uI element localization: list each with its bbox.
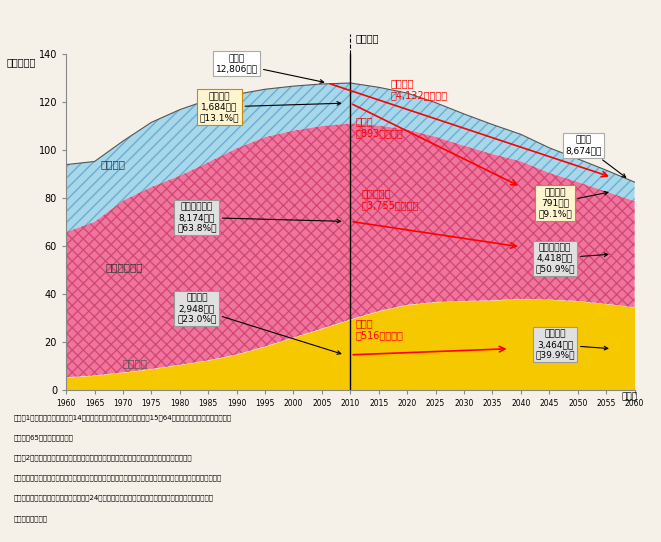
Text: 若年人口
1,684万人
（13.1%）: 若年人口 1,684万人 （13.1%）: [200, 92, 340, 122]
Text: （百万人）: （百万人）: [7, 57, 36, 67]
Text: 2　（　）内は若年人口、生産年齢人口、高齢人口がそれぞれ総人口のうち占める割合: 2 （ ）内は若年人口、生産年齢人口、高齢人口がそれぞれ総人口のうち占める割合: [13, 455, 192, 461]
Text: 総人口
8,674万人: 総人口 8,674万人: [565, 136, 626, 177]
Text: 資料）総務省「国勢調査（年齢不詳をあん分して含めた人口）」、同「人口推計」、国立社会保障・人口問題: 資料）総務省「国勢調査（年齢不詳をあん分して含めた人口）」、同「人口推計」、国立…: [13, 475, 221, 481]
Text: 若年人口: 若年人口: [100, 159, 125, 169]
Text: 高齢人口: 高齢人口: [123, 358, 148, 368]
Text: 65歳以上の者の人口: 65歳以上の者の人口: [13, 435, 73, 441]
Text: （推計）: （推計）: [356, 34, 379, 43]
Text: 生産年齢人口: 生産年齢人口: [106, 262, 143, 272]
Text: 生産年齢人口
8,174万人
（63.8%）: 生産年齢人口 8,174万人 （63.8%）: [177, 203, 340, 233]
Text: 若年は
約893万人減少: 若年は 約893万人減少: [356, 117, 404, 138]
Text: 研究所「日本の将来推計人口（平成24年１月推計）」における出生中位（死亡中位）推計より　国: 研究所「日本の将来推計人口（平成24年１月推計）」における出生中位（死亡中位）推…: [13, 495, 214, 501]
Text: 若年人口
791万人
（9.1%）: 若年人口 791万人 （9.1%）: [538, 188, 608, 218]
Text: 総人口
12,806万人: 総人口 12,806万人: [215, 54, 324, 83]
Text: 高齢人口
3,464万人
（39.9%）: 高齢人口 3,464万人 （39.9%）: [535, 330, 608, 359]
Text: （注）1　「若年人口」は０～14歳の者の人口、「生産年齢人口」は15～64歳の者の人口、「高齢人口」は: （注）1 「若年人口」は０～14歳の者の人口、「生産年齢人口」は15～64歳の者…: [13, 415, 231, 421]
Text: （年）: （年）: [622, 392, 638, 402]
Text: 高齢は
約516万人増加: 高齢は 約516万人増加: [356, 318, 404, 340]
Text: 生産年齢は
約3,755万人減少: 生産年齢は 約3,755万人減少: [362, 189, 419, 210]
Text: 総人口は
約4,132万人減少: 総人口は 約4,132万人減少: [390, 78, 447, 100]
Text: 生産年齢人口
4,418万人
（50.9%）: 生産年齢人口 4,418万人 （50.9%）: [535, 243, 608, 273]
Text: 土交通省作成: 土交通省作成: [13, 515, 47, 521]
Text: 高齢人口
2,948万人
（23.0%）: 高齢人口 2,948万人 （23.0%）: [177, 294, 341, 354]
